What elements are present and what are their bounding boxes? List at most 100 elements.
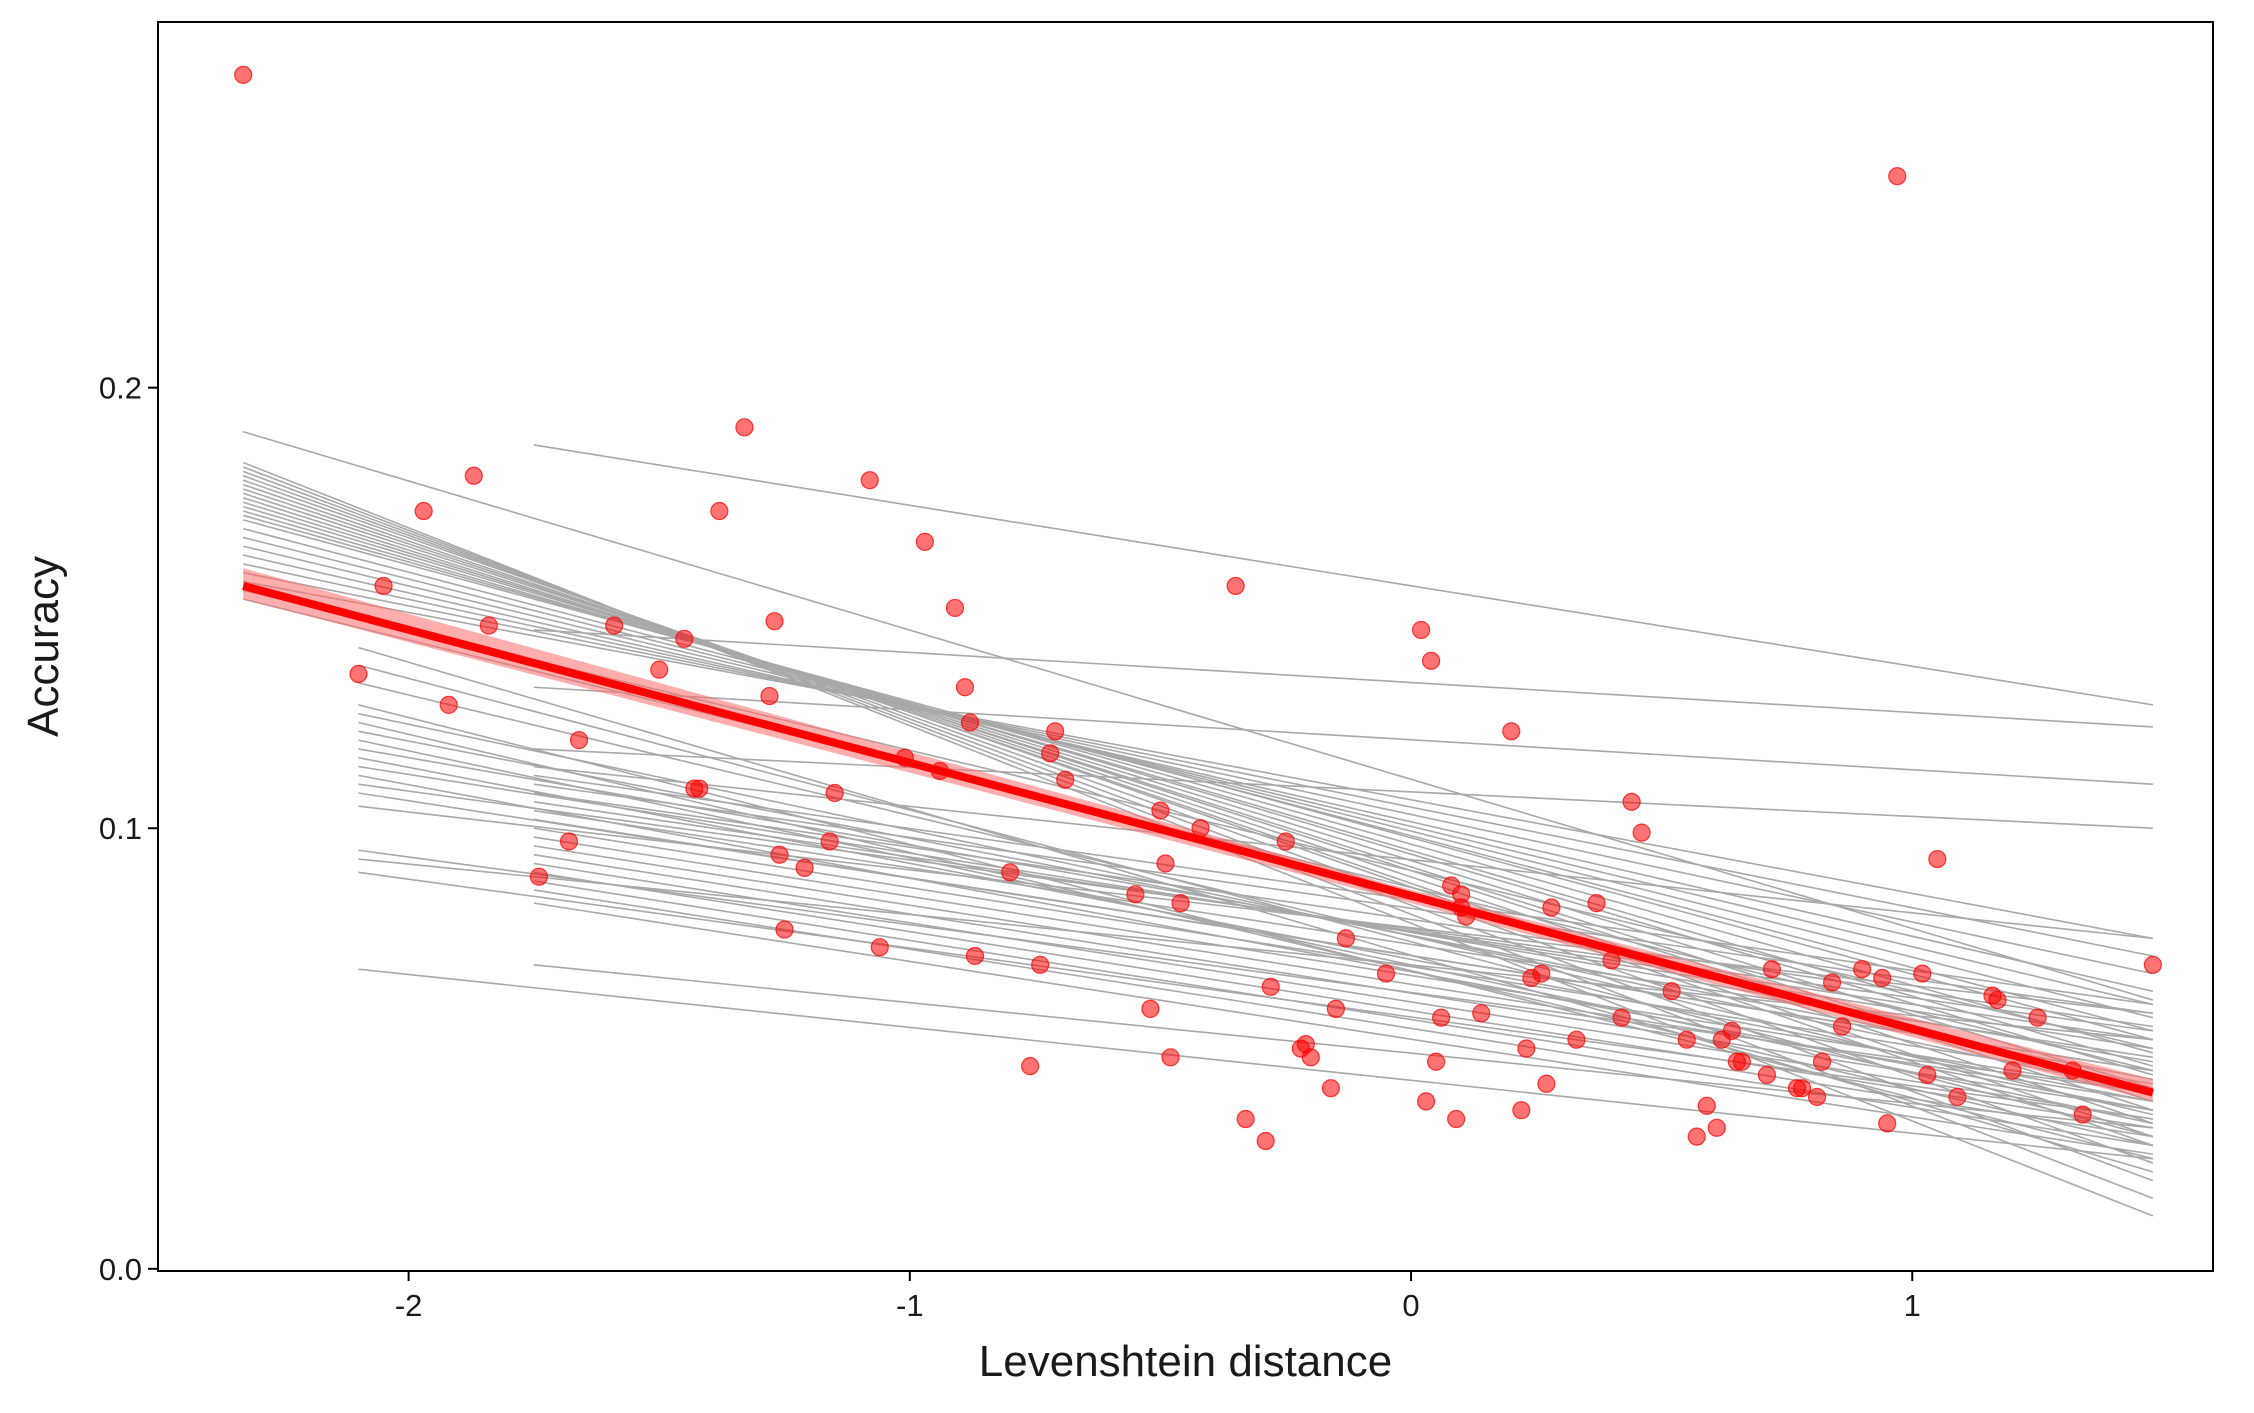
data-point-19 xyxy=(770,845,789,864)
data-point-68 xyxy=(1472,1004,1491,1023)
random-slope-line-50 xyxy=(533,792,2153,1028)
data-point-103 xyxy=(1913,964,1932,983)
data-point-39 xyxy=(1126,885,1145,904)
data-point-60 xyxy=(1421,651,1441,670)
data-point-106 xyxy=(1948,1087,1967,1107)
random-slope-line-56 xyxy=(533,845,2153,1103)
data-point-4 xyxy=(439,695,458,714)
data-point-22 xyxy=(820,832,839,851)
random-slope-line-43 xyxy=(533,444,2153,706)
random-slope-line-38 xyxy=(358,805,2153,1015)
data-point-34 xyxy=(1021,1057,1040,1076)
data-point-78 xyxy=(1602,951,1621,970)
data-point-6 xyxy=(479,616,498,635)
data-point-24 xyxy=(860,471,879,490)
data-point-23 xyxy=(825,783,844,803)
y-tick-label-2: 0.2 xyxy=(99,371,142,406)
random-slope-line-63 xyxy=(533,964,2153,1129)
random-slope-line-16 xyxy=(243,536,2154,1019)
data-point-0 xyxy=(234,65,253,84)
data-point-97 xyxy=(1822,973,1842,992)
data-point-75 xyxy=(1542,898,1561,917)
random-slope-line-42 xyxy=(358,968,2153,1160)
data-point-73 xyxy=(1532,964,1551,983)
data-point-111 xyxy=(2063,1061,2082,1080)
data-point-84 xyxy=(1687,1127,1706,1146)
data-point-81 xyxy=(1632,823,1651,842)
data-point-59 xyxy=(1416,1092,1436,1111)
data-point-61 xyxy=(1427,1052,1446,1071)
fit-line-group xyxy=(242,582,2154,1097)
data-point-12 xyxy=(675,629,694,648)
data-point-11 xyxy=(650,660,669,679)
random-slope-line-46 xyxy=(533,748,2153,830)
random-slope-line-33 xyxy=(358,756,2154,1103)
random-slope-line-15 xyxy=(243,527,2154,1032)
data-point-67 xyxy=(1457,907,1476,926)
x-tick-label-0: -2 xyxy=(395,1288,423,1323)
random-slope-line-58 xyxy=(533,862,2153,1120)
data-point-101 xyxy=(1878,1114,1897,1133)
random-slope-line-12 xyxy=(242,510,2154,1067)
data-point-20 xyxy=(775,920,794,939)
data-point-26 xyxy=(895,748,914,767)
data-point-88 xyxy=(1722,1021,1741,1040)
data-point-86 xyxy=(1707,1118,1726,1137)
data-point-110 xyxy=(2028,1008,2047,1027)
data-point-80 xyxy=(1622,792,1641,811)
data-point-48 xyxy=(1256,1131,1275,1151)
data-point-18 xyxy=(765,612,784,631)
data-point-8 xyxy=(559,832,579,851)
data-point-83 xyxy=(1677,1030,1696,1049)
data-point-35 xyxy=(1031,955,1050,974)
data-point-113 xyxy=(2143,955,2162,974)
data-point-108 xyxy=(1988,990,2007,1010)
random-slope-line-45 xyxy=(533,686,2153,785)
random-slope-line-61 xyxy=(533,889,2153,1147)
y-axis-title: Accuracy xyxy=(19,556,68,737)
data-point-49 xyxy=(1261,977,1280,996)
data-point-109 xyxy=(2003,1061,2022,1080)
data-point-76 xyxy=(1567,1030,1586,1049)
data-point-21 xyxy=(795,858,814,877)
random-slope-line-62 xyxy=(533,902,2153,1156)
data-point-100 xyxy=(1873,968,1892,988)
data-point-62 xyxy=(1432,1008,1451,1027)
random-slope-line-18 xyxy=(243,554,2154,993)
random-slope-line-44 xyxy=(533,629,2153,728)
random-slope-line-17 xyxy=(243,545,2154,1006)
data-point-27 xyxy=(915,532,934,551)
random-slope-line-59 xyxy=(533,871,2153,1129)
data-point-15 xyxy=(710,501,729,521)
data-point-85 xyxy=(1697,1096,1716,1115)
data-point-104 xyxy=(1918,1065,1937,1085)
data-point-57 xyxy=(1376,964,1396,983)
x-tick-label-2: 0 xyxy=(1402,1288,1419,1323)
data-point-5 xyxy=(464,466,483,485)
random-slope-line-25 xyxy=(358,664,2154,1138)
data-point-98 xyxy=(1832,1017,1852,1036)
random-slope-line-28 xyxy=(358,712,2154,1094)
data-point-70 xyxy=(1512,1101,1531,1120)
data-point-43 xyxy=(1161,1048,1180,1067)
y-axis: 0.0 0.1 0.2 xyxy=(99,371,158,1287)
data-point-42 xyxy=(1156,854,1175,873)
data-point-94 xyxy=(1792,1079,1812,1098)
x-axis: -2 -1 0 1 xyxy=(395,1271,1921,1323)
data-point-71 xyxy=(1517,1039,1536,1058)
random-slope-line-5 xyxy=(242,479,2154,1147)
data-point-45 xyxy=(1191,819,1210,838)
data-point-55 xyxy=(1326,999,1345,1018)
data-point-30 xyxy=(955,678,975,697)
data-point-40 xyxy=(1141,999,1160,1018)
random-slope-line-47 xyxy=(533,765,2153,940)
data-point-10 xyxy=(605,616,624,635)
random-slope-line-57 xyxy=(533,853,2153,1111)
data-point-2 xyxy=(374,576,393,596)
x-tick-label-3: 1 xyxy=(1904,1288,1921,1323)
data-point-90 xyxy=(1732,1052,1751,1071)
data-point-82 xyxy=(1662,982,1681,1001)
data-point-41 xyxy=(1151,801,1170,820)
